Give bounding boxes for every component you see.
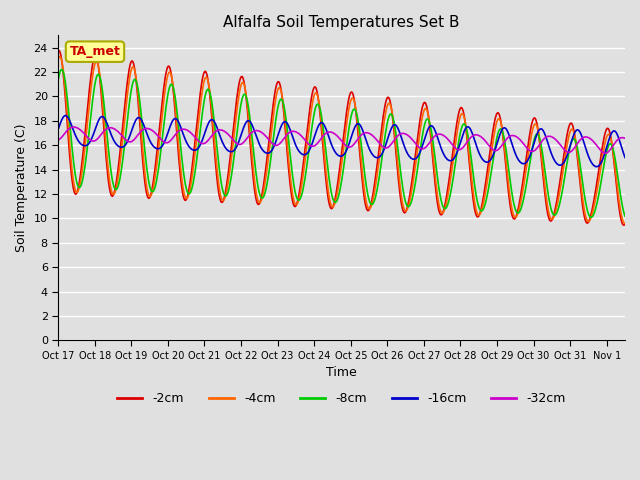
-8cm [621, 213, 629, 219]
-16cm [476, 151, 483, 156]
-4cm [318, 127, 326, 132]
Title: Alfalfa Soil Temperatures Set B: Alfalfa Soil Temperatures Set B [223, 15, 460, 30]
-8cm [318, 118, 326, 123]
-2cm [621, 221, 629, 227]
-4cm [461, 121, 469, 127]
-8cm [54, 77, 62, 83]
-16cm [621, 155, 629, 160]
-8cm [297, 195, 305, 201]
-4cm [58, 56, 65, 62]
Line: -4cm: -4cm [58, 57, 625, 223]
-2cm [58, 55, 65, 60]
-8cm [57, 68, 65, 73]
Legend: -2cm, -4cm, -8cm, -16cm, -32cm: -2cm, -4cm, -8cm, -16cm, -32cm [113, 387, 571, 410]
-4cm [297, 187, 305, 193]
-4cm [621, 220, 629, 226]
-16cm [318, 120, 326, 126]
-4cm [56, 54, 63, 60]
-32cm [57, 135, 65, 141]
-4cm [476, 212, 483, 218]
-16cm [593, 164, 600, 169]
-32cm [70, 124, 77, 130]
Line: -32cm: -32cm [58, 127, 625, 153]
-2cm [476, 212, 483, 218]
-2cm [318, 134, 326, 140]
-2cm [461, 122, 469, 128]
-16cm [62, 113, 70, 119]
-2cm [55, 48, 63, 53]
Line: -16cm: -16cm [58, 116, 625, 167]
-8cm [58, 67, 65, 72]
-8cm [134, 88, 142, 94]
X-axis label: Time: Time [326, 366, 357, 379]
-2cm [134, 102, 142, 108]
-16cm [57, 120, 65, 126]
-32cm [134, 132, 142, 137]
-32cm [297, 132, 305, 138]
-32cm [461, 141, 469, 147]
-2cm [620, 222, 627, 228]
-32cm [602, 150, 609, 156]
-4cm [134, 95, 142, 100]
-32cm [54, 137, 62, 143]
-2cm [297, 180, 305, 186]
-8cm [588, 215, 595, 220]
-2cm [54, 48, 62, 54]
-8cm [476, 205, 483, 211]
-4cm [54, 56, 62, 62]
-16cm [297, 150, 305, 156]
-32cm [318, 134, 326, 140]
Line: -8cm: -8cm [58, 70, 625, 217]
Y-axis label: Soil Temperature (C): Soil Temperature (C) [15, 124, 28, 252]
-32cm [476, 133, 483, 139]
Line: -2cm: -2cm [58, 50, 625, 225]
-16cm [461, 126, 469, 132]
-16cm [134, 115, 142, 120]
-8cm [461, 123, 469, 129]
-32cm [621, 135, 629, 141]
-16cm [54, 126, 62, 132]
Text: TA_met: TA_met [70, 45, 120, 58]
